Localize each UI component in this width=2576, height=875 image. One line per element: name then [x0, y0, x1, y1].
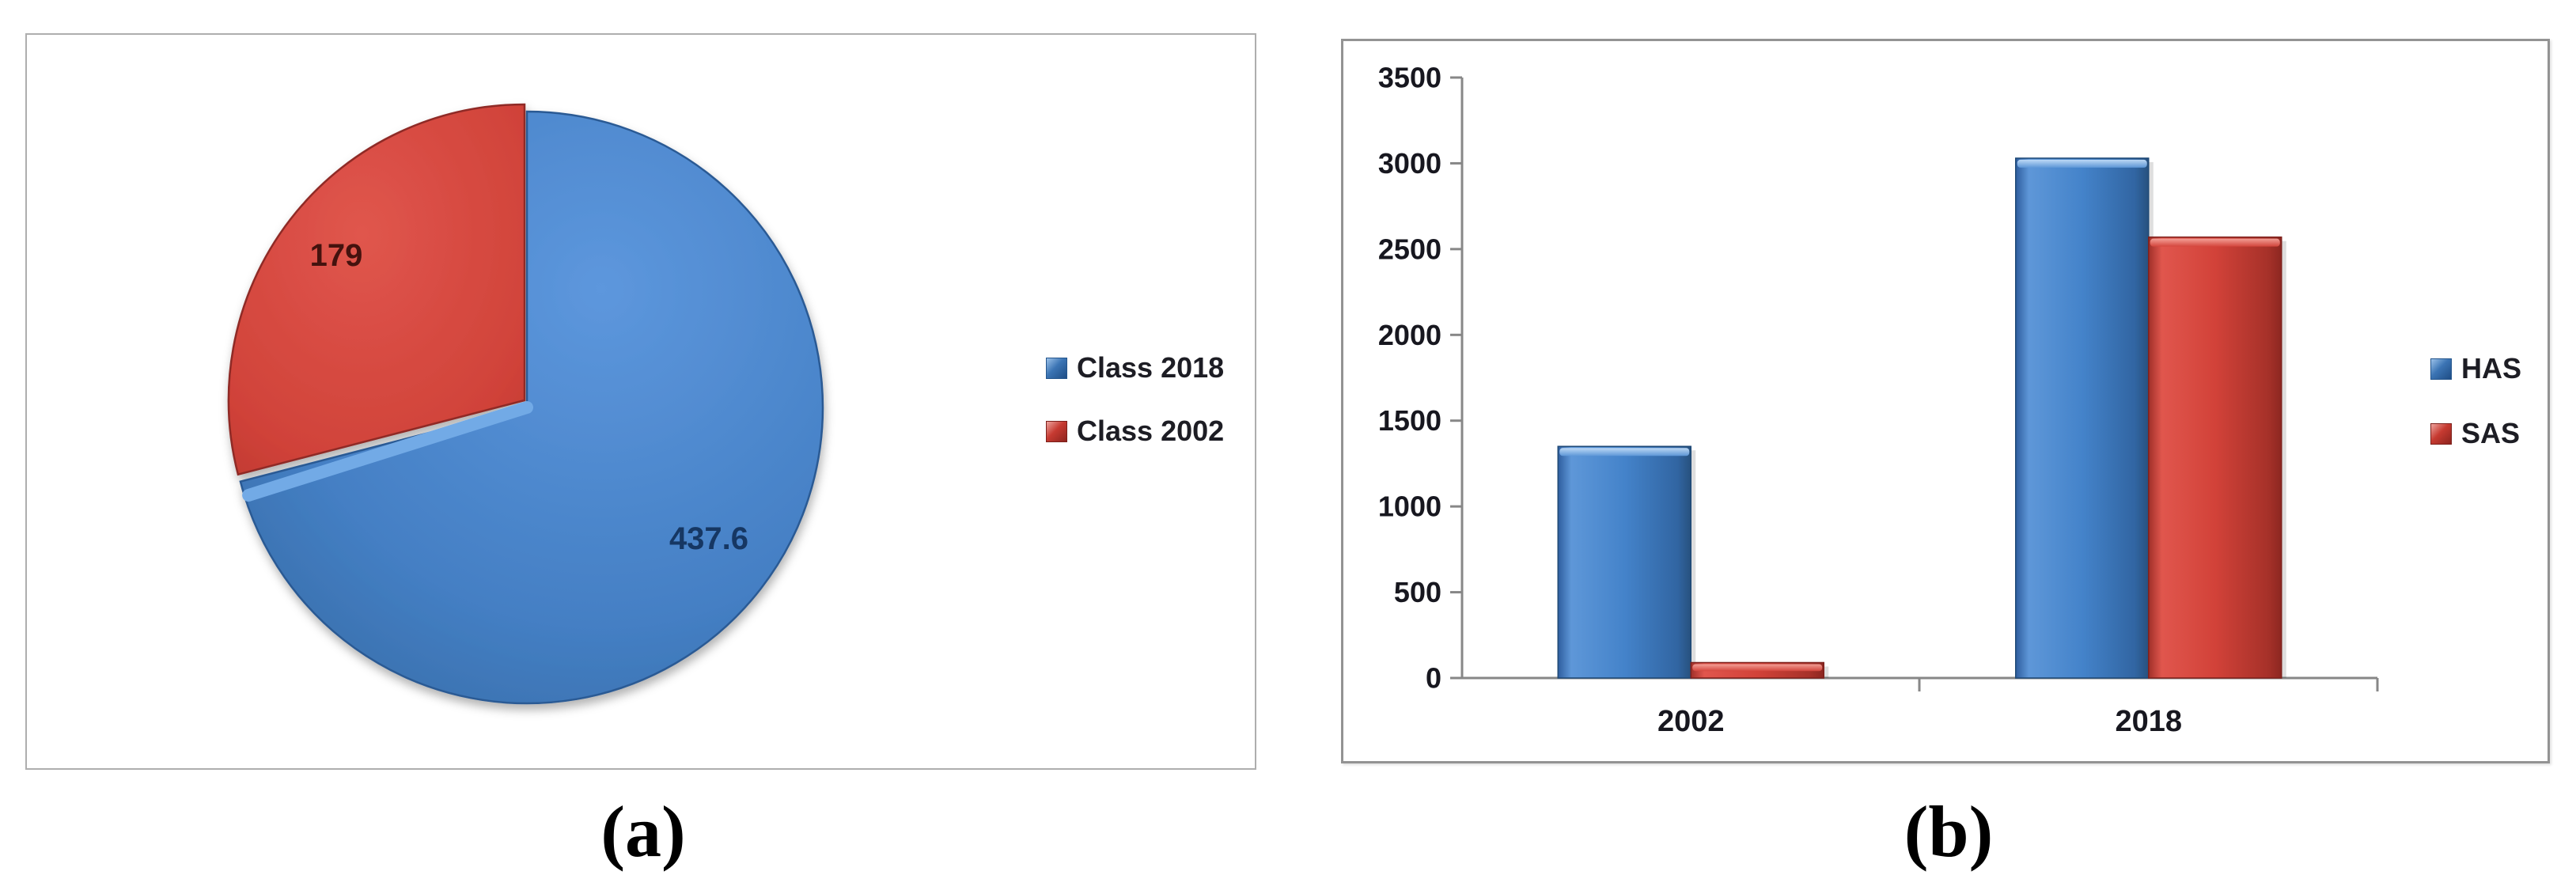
- legend-label-sas: SAS: [2461, 417, 2521, 449]
- y-tick-label: 0: [1426, 662, 1441, 695]
- y-tick-label: 1000: [1378, 491, 1441, 523]
- bar-sas-2018: [2148, 236, 2282, 679]
- y-tick-label: 3500: [1378, 62, 1441, 94]
- legend-item-class-2018: Class 2018: [1046, 354, 1224, 382]
- legend-label-has: HAS: [2461, 352, 2522, 384]
- pie-slice-class-2002: [227, 103, 526, 476]
- pie-chart-panel: 179 437.6 Class 2018 Class 2002: [25, 33, 1256, 770]
- x-category-label-2018: 2018: [2115, 705, 2182, 738]
- legend-swatch-red-icon: [1046, 420, 1067, 442]
- y-tick-label: 500: [1394, 576, 1441, 608]
- bar-has-2018: [2015, 157, 2150, 679]
- bar-chart-panel: 0 500 1000 1500 2000 2500 3000 3500 2002 2018 HA…: [1341, 39, 2550, 763]
- bar-shadow: [1691, 450, 1696, 678]
- legend-item-class-2002: Class 2002: [1046, 417, 1224, 445]
- pie-slices: [227, 103, 824, 705]
- pie-data-label-class-2018: 437.6: [669, 521, 748, 556]
- bar-shadow: [1824, 666, 1829, 678]
- y-tick-label: 2000: [1378, 319, 1441, 351]
- bar-chart: 0 500 1000 1500 2000 2500 3000 3500 2002 2018: [1378, 62, 2379, 738]
- caption-a: (a): [600, 791, 686, 872]
- bar-legend: HAS SAS: [2430, 354, 2521, 448]
- y-tick-label: 2500: [1378, 233, 1441, 265]
- bar-has-2002: [1557, 445, 1691, 679]
- pie-bevel-highlight: [242, 401, 533, 502]
- legend-label-class-2018: Class 2018: [1077, 351, 1225, 384]
- x-category-label-2002: 2002: [1657, 705, 1725, 738]
- caption-b: (b): [1904, 791, 1994, 872]
- y-axis-ticks: 0 500 1000 1500 2000 2500 3000 3500: [1378, 62, 1462, 695]
- bar-top-bevel: [2150, 238, 2280, 247]
- bar-top-bevel: [1559, 448, 1690, 456]
- bars: [1557, 157, 2286, 679]
- legend-item-has: HAS: [2430, 354, 2521, 383]
- legend-label-class-2002: Class 2002: [1077, 415, 1225, 447]
- legend-item-sas: SAS: [2430, 419, 2521, 448]
- legend-swatch-red-icon: [2430, 422, 2452, 445]
- bar-top-bevel: [1692, 664, 1823, 672]
- y-tick-label: 1500: [1378, 404, 1441, 437]
- x-axis-labels: 2002 2018: [1657, 705, 2182, 738]
- legend-swatch-blue-icon: [2430, 358, 2452, 380]
- bar-top-bevel: [2017, 159, 2147, 168]
- pie-data-label-class-2002: 179: [310, 238, 363, 273]
- bar-shadow: [2281, 241, 2286, 678]
- pie-legend: Class 2018 Class 2002: [1046, 354, 1224, 445]
- pie-chart: 179 437.6: [227, 103, 824, 705]
- y-tick-label: 3000: [1378, 147, 1441, 180]
- legend-swatch-blue-icon: [1046, 357, 1067, 379]
